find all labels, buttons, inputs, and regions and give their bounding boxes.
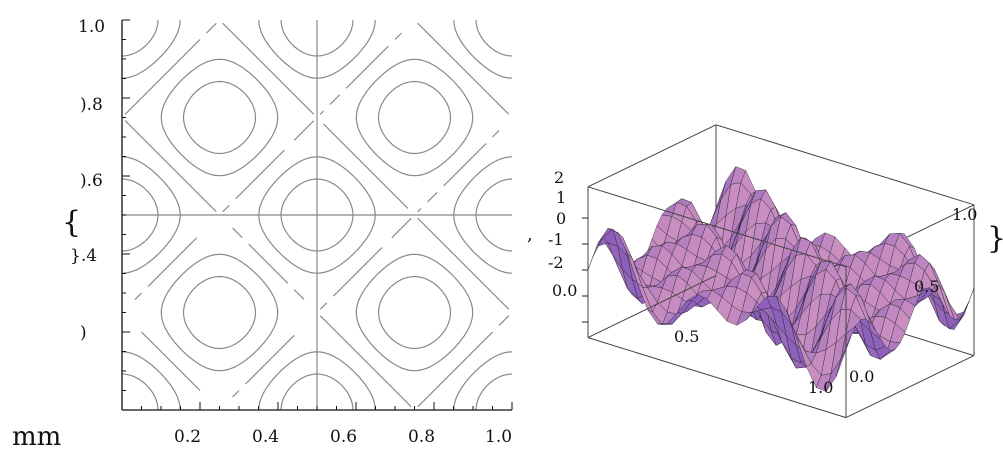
z-tick-label: 1: [556, 188, 566, 207]
contour-plot: 0.2 0.4 0.6 0.8 1.0 1.0 ).8 ).6 }.4 ) {: [62, 17, 513, 447]
y-tick-label: 1.0: [78, 17, 105, 37]
box-edge: [845, 355, 975, 419]
y-tick-label: ): [80, 323, 87, 343]
x-tick-label: 1.0: [808, 378, 833, 397]
surface-plot: 2 1 0 -1 -2 0.0 0.5 1.0 0.0 0.5 1.0 } ,: [527, 124, 1003, 419]
comma-label: ,: [527, 224, 533, 245]
y-tick-label: ).6: [80, 171, 103, 191]
z-tick-label: -2: [548, 253, 564, 272]
y-tick-label: 0.5: [914, 277, 939, 296]
box-edge: [587, 186, 847, 268]
z-tick-label: -1: [548, 230, 564, 249]
contour-path: [121, 19, 513, 411]
box-edge: [715, 124, 975, 206]
z-tick-label: 0: [556, 209, 566, 228]
x-tick-label: 0.6: [330, 427, 357, 447]
surface-box-front: [582, 186, 975, 419]
y-tick-label: 0.0: [849, 367, 874, 386]
x-tick-label: 0.8: [408, 427, 435, 447]
y-tick-label: }.4: [70, 246, 97, 266]
x-tick-label: 0.2: [174, 427, 201, 447]
axis-ticks: [121, 19, 513, 411]
caption: mm: [12, 422, 62, 452]
x-tick-label: 0.0: [552, 281, 577, 300]
box-edge: [587, 275, 717, 339]
surface-mesh: [587, 166, 975, 392]
left-brace: {: [62, 205, 81, 240]
y-tick-label: 1.0: [952, 205, 977, 224]
box-edge: [587, 337, 847, 419]
x-tick-label: 1.0: [485, 427, 512, 447]
surface-patch: [835, 336, 852, 377]
x-tick-label: 0.4: [252, 427, 279, 447]
y-tick-label: ).8: [80, 95, 103, 115]
contour-lines: [121, 19, 513, 411]
z-tick-label: 2: [554, 168, 564, 187]
x-tick-label: 0.5: [674, 327, 699, 346]
right-brace: }: [987, 221, 1003, 256]
box-edge: [587, 124, 717, 188]
